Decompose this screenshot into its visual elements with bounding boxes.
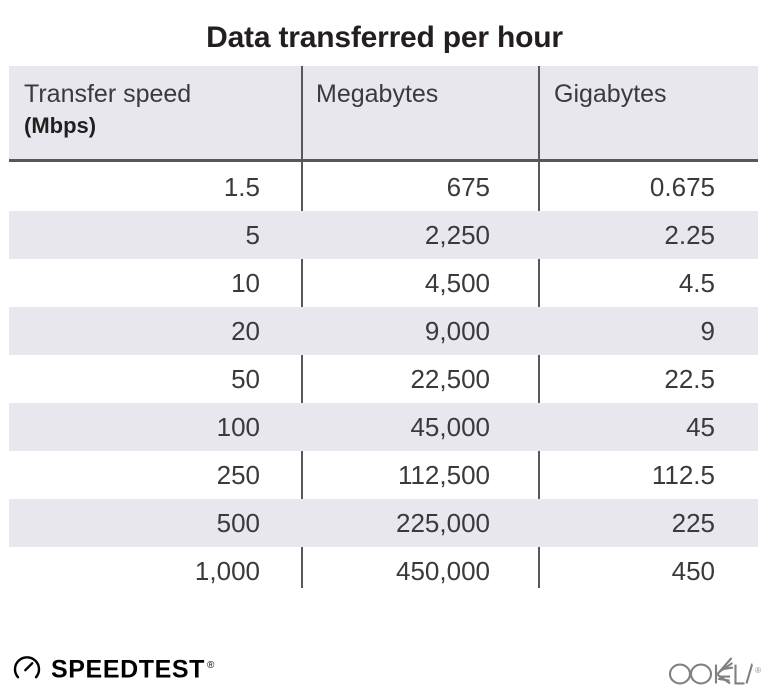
- cell-megabytes: 450,000: [396, 556, 490, 586]
- speedtest-registered-mark: ®: [207, 660, 216, 672]
- cell-transfer-speed: 50: [231, 364, 260, 394]
- column-header-transfer-speed: Transfer speed (Mbps): [24, 78, 294, 141]
- table-row: 50 22,500 22.5: [9, 355, 758, 403]
- table-row: 10 4,500 4.5: [9, 259, 758, 307]
- table-header-row: Transfer speed (Mbps) Megabytes Gigabyte…: [9, 66, 758, 162]
- ookla-wordmark: [668, 652, 754, 691]
- cell-megabytes: 675: [446, 172, 490, 202]
- ookla-logo: ®: [668, 652, 761, 691]
- cell-transfer-speed: 10: [231, 268, 260, 298]
- cell-gigabytes: 112.5: [651, 460, 715, 490]
- cell-transfer-speed: 500: [216, 508, 260, 538]
- cell-gigabytes: 450: [671, 556, 715, 586]
- cell-megabytes: 45,000: [410, 412, 490, 442]
- speedtest-wordmark-text: SPEEDTEST: [51, 655, 206, 684]
- cell-megabytes: 4,500: [424, 268, 490, 298]
- column-header-gigabytes: Gigabytes: [554, 80, 667, 108]
- column-header-megabytes: Megabytes: [316, 80, 439, 108]
- table-row: 500 225,000 225: [9, 499, 758, 547]
- cell-megabytes: 9,000: [424, 316, 490, 346]
- cell-transfer-speed: 1.5: [223, 172, 260, 202]
- cell-gigabytes: 4.5: [678, 268, 715, 298]
- table-row: 20 9,000 9: [9, 307, 758, 355]
- table-row: 100 45,000 45: [9, 403, 758, 451]
- page-title: Data transferred per hour: [206, 21, 563, 54]
- table-row: 250 112,500 112.5: [9, 451, 758, 499]
- data-table: Transfer speed (Mbps) Megabytes Gigabyte…: [9, 66, 758, 588]
- cell-transfer-speed: 5: [245, 220, 260, 250]
- table-row: 5 2,250 2.25: [9, 211, 758, 259]
- cell-gigabytes: 45: [686, 412, 715, 442]
- cell-transfer-speed: 250: [216, 460, 260, 490]
- cell-gigabytes: 22.5: [664, 364, 715, 394]
- table-row: 1,000 450,000 450: [9, 547, 758, 595]
- speedometer-gauge-icon: [12, 653, 42, 683]
- cell-megabytes: 225,000: [396, 508, 490, 538]
- cell-gigabytes: 0.675: [649, 172, 715, 202]
- column-header-transfer-speed-unit: (Mbps): [24, 113, 97, 138]
- speedtest-wordmark: SPEEDTEST ®: [51, 653, 215, 682]
- cell-megabytes: 112,500: [397, 460, 490, 490]
- table-body: 1.5 675 0.675 5 2,250 2.25 10 4,500 4.5 20 9,000 9 5…: [9, 163, 758, 595]
- ookla-registered-mark: ®: [755, 666, 761, 675]
- cell-gigabytes: 9: [700, 316, 715, 346]
- cell-megabytes: 2,250: [424, 220, 490, 250]
- cell-gigabytes: 2.25: [664, 220, 715, 250]
- cell-transfer-speed: 100: [216, 412, 260, 442]
- table-row: 1.5 675 0.675: [9, 163, 758, 211]
- cell-transfer-speed: 20: [231, 316, 260, 346]
- column-header-transfer-speed-main: Transfer speed: [24, 80, 192, 108]
- cell-gigabytes: 225: [671, 508, 715, 538]
- cell-transfer-speed: 1,000: [194, 556, 260, 586]
- cell-megabytes: 22,500: [410, 364, 490, 394]
- footer: SPEEDTEST ®: [0, 640, 769, 698]
- speedtest-logo: SPEEDTEST ®: [12, 650, 215, 686]
